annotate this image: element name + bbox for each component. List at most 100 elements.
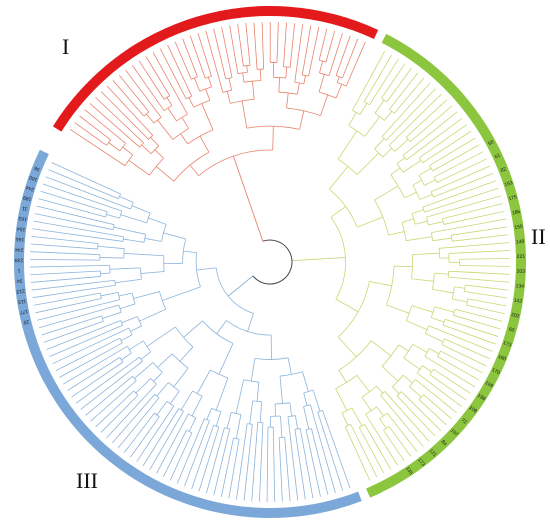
- branch: [424, 179, 436, 186]
- branch: [39, 304, 120, 329]
- branch-arc: [136, 316, 142, 327]
- clade-III-leaf-label: 20: [23, 318, 30, 325]
- branch: [302, 371, 309, 392]
- branch: [328, 33, 343, 76]
- branch: [280, 415, 283, 438]
- branch: [167, 44, 193, 97]
- branch: [325, 30, 336, 63]
- branch: [287, 416, 299, 501]
- branch: [213, 428, 231, 496]
- branch: [376, 406, 384, 417]
- branch: [154, 149, 164, 159]
- branch: [74, 122, 107, 146]
- branch: [287, 357, 292, 375]
- clade-label-III: III: [76, 468, 98, 493]
- branch: [146, 113, 155, 124]
- branch: [297, 82, 300, 95]
- branch: [167, 107, 177, 122]
- branch: [220, 438, 234, 498]
- branch: [318, 74, 325, 93]
- branch: [379, 418, 387, 429]
- clade-II-leaf-label: 107: [449, 428, 459, 438]
- branch: [467, 298, 507, 307]
- branch: [310, 404, 336, 494]
- branch-arc: [317, 410, 323, 413]
- branch: [439, 242, 510, 249]
- clade-III-leaf-label: 11: [21, 205, 28, 212]
- branch-arc: [451, 286, 455, 300]
- branch: [319, 60, 323, 74]
- branch: [412, 179, 422, 186]
- branch: [453, 314, 501, 330]
- branch-arc: [337, 281, 370, 338]
- branch: [335, 35, 351, 76]
- clade-III-leaf-label: 177: [19, 308, 29, 316]
- branch: [337, 336, 357, 358]
- branch-arc: [330, 217, 346, 300]
- branch: [437, 356, 480, 381]
- branch: [97, 245, 125, 250]
- branch: [422, 180, 496, 208]
- branch: [345, 41, 366, 87]
- branch: [150, 137, 160, 147]
- branch: [411, 305, 434, 313]
- branch: [441, 344, 487, 367]
- branch: [356, 152, 379, 175]
- branch: [102, 311, 122, 319]
- branch: [112, 80, 145, 117]
- branch: [415, 220, 428, 225]
- branch: [294, 429, 306, 500]
- branch: [286, 92, 289, 109]
- branch: [409, 386, 422, 398]
- branch: [384, 391, 430, 442]
- branch: [359, 102, 368, 115]
- branch: [411, 209, 424, 214]
- branch: [381, 82, 431, 137]
- branch-arc: [99, 293, 102, 299]
- branch: [180, 133, 188, 145]
- branch-arc: [405, 305, 413, 321]
- branch: [357, 216, 384, 228]
- branch: [253, 22, 258, 70]
- branch: [459, 258, 510, 260]
- branch: [278, 77, 280, 93]
- branch-arc: [437, 350, 441, 357]
- branch: [335, 388, 348, 411]
- branch: [131, 205, 151, 214]
- branch: [108, 142, 121, 152]
- branch: [235, 414, 242, 439]
- branch-arc: [112, 224, 115, 230]
- branch-arc: [126, 346, 132, 354]
- branch: [396, 395, 436, 437]
- clade-bands: [13, 6, 526, 518]
- branch: [163, 232, 186, 240]
- branch-arc: [230, 98, 255, 104]
- clade-band-I: [52, 6, 379, 132]
- branch-arc: [418, 394, 424, 400]
- branch: [134, 362, 154, 379]
- branch: [119, 303, 136, 309]
- branch: [136, 405, 175, 462]
- branch: [299, 110, 305, 130]
- branch: [465, 284, 509, 291]
- clade-II-leaf-label: 153: [504, 180, 514, 188]
- branch-arc: [198, 149, 273, 176]
- clade-III-leaf-label: 165: [15, 236, 24, 243]
- branch: [388, 231, 405, 236]
- branch-arc: [411, 213, 416, 225]
- clade-II-leaf-label: 173: [502, 340, 512, 348]
- branch: [428, 221, 444, 226]
- branch-arc: [168, 382, 180, 392]
- branch: [123, 238, 145, 243]
- branch-arc: [163, 105, 173, 111]
- branch: [162, 430, 187, 478]
- branch: [380, 394, 424, 447]
- branch-arc: [352, 109, 361, 115]
- branch: [181, 117, 189, 129]
- branch: [129, 340, 144, 351]
- branch: [120, 214, 147, 224]
- branch: [418, 167, 432, 176]
- branch: [344, 426, 371, 481]
- branch-arc: [150, 378, 157, 385]
- branch: [303, 75, 306, 84]
